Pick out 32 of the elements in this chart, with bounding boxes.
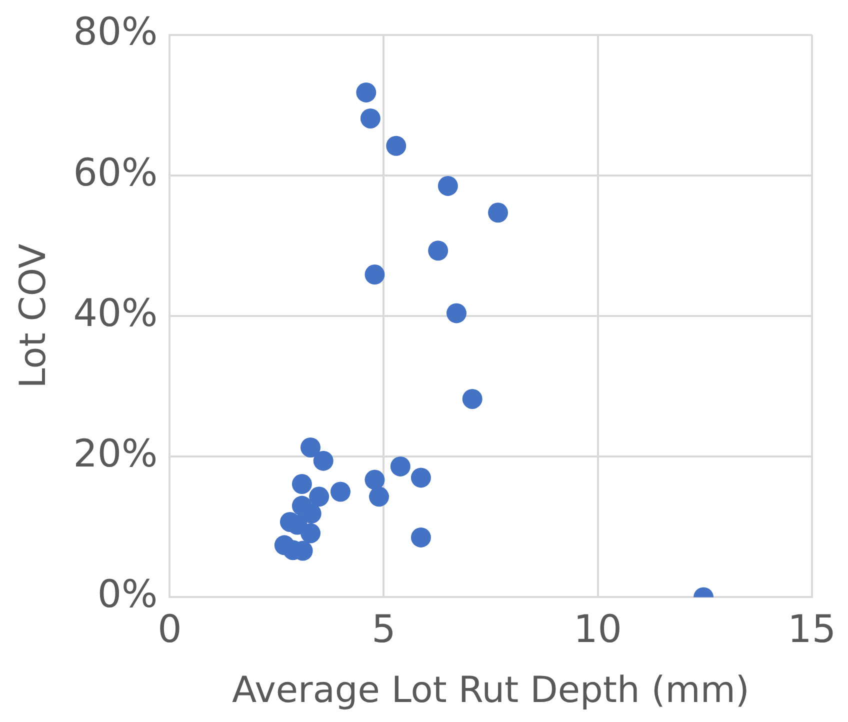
point [300, 523, 321, 544]
y-tick-label: 40% [73, 290, 158, 335]
y-tick-label: 60% [73, 150, 158, 194]
point [390, 456, 410, 476]
x-tick-label: 15 [788, 606, 836, 651]
y-axis-title: Lot COV [12, 243, 54, 388]
point [410, 468, 431, 488]
x-tick-label: 10 [574, 606, 622, 651]
point [446, 303, 466, 324]
x-tick-label: 0 [158, 606, 182, 651]
point [292, 474, 312, 494]
point [300, 437, 321, 458]
x-tick-label: 5 [372, 606, 396, 651]
point [301, 504, 322, 524]
y-tick-label: 80% [73, 10, 158, 54]
point [309, 486, 330, 507]
point [386, 136, 406, 156]
point [428, 240, 448, 261]
point [462, 388, 482, 409]
y-tick-label: 20% [73, 431, 158, 476]
point [330, 482, 350, 502]
x-axis-title: Average Lot Rut Depth (mm) [232, 670, 750, 711]
point [364, 264, 385, 285]
point [369, 486, 390, 507]
y-tick-label: 0% [97, 572, 158, 616]
point [438, 176, 458, 196]
point [410, 527, 431, 548]
point [356, 82, 376, 102]
point [488, 202, 508, 223]
point [360, 108, 380, 128]
point [313, 450, 334, 471]
point [364, 470, 385, 490]
